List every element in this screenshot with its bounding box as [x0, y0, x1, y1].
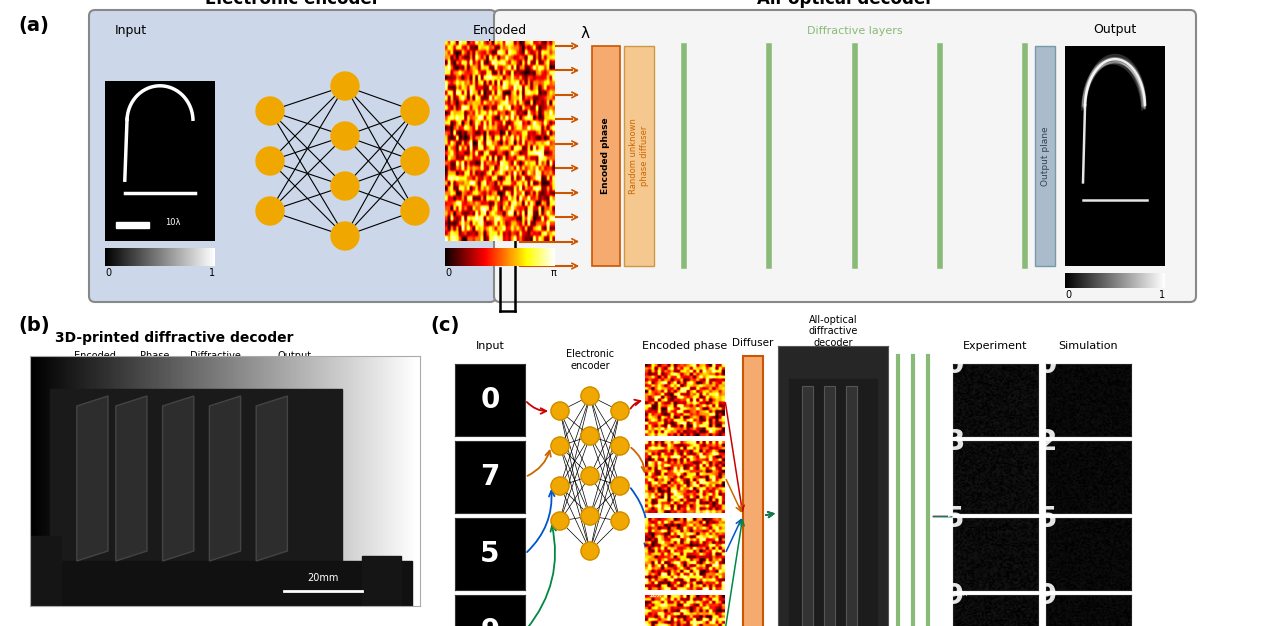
Bar — [50, 389, 342, 568]
Text: 0: 0 — [480, 386, 499, 414]
Text: Electronic
encoder: Electronic encoder — [566, 349, 614, 371]
Text: Output plane: Output plane — [1041, 126, 1050, 186]
Circle shape — [611, 437, 628, 455]
Circle shape — [401, 197, 429, 225]
Circle shape — [332, 172, 358, 200]
Circle shape — [611, 402, 628, 420]
Text: 5: 5 — [945, 505, 964, 533]
Circle shape — [581, 427, 599, 445]
Polygon shape — [163, 396, 193, 561]
Bar — [1036, 46, 1055, 266]
Text: 20mm: 20mm — [307, 573, 338, 583]
Text: 3: 3 — [945, 428, 964, 456]
Circle shape — [256, 197, 284, 225]
FancyBboxPatch shape — [90, 10, 497, 302]
Bar — [803, 386, 813, 626]
Text: 1: 1 — [209, 268, 215, 278]
Circle shape — [550, 402, 570, 420]
Bar — [591, 46, 620, 266]
Text: All-optical decoder: All-optical decoder — [756, 0, 933, 8]
Bar — [742, 356, 763, 626]
Bar — [846, 386, 858, 626]
Circle shape — [332, 222, 358, 250]
Text: 0: 0 — [105, 268, 111, 278]
Text: 10λ: 10λ — [165, 218, 180, 227]
Text: 9: 9 — [480, 617, 499, 626]
Bar — [361, 556, 401, 606]
Bar — [625, 46, 654, 266]
Circle shape — [550, 437, 570, 455]
Bar — [116, 222, 148, 228]
Text: Phase
diffuser: Phase diffuser — [137, 351, 174, 372]
Circle shape — [550, 512, 570, 530]
Text: 1: 1 — [1158, 290, 1165, 300]
Circle shape — [550, 477, 570, 495]
Text: 9: 9 — [1038, 582, 1057, 610]
Bar — [29, 536, 61, 606]
Text: Input: Input — [115, 24, 147, 37]
Text: Input: Input — [476, 341, 504, 351]
Text: Simulation: Simulation — [1059, 341, 1119, 351]
Bar — [788, 379, 877, 626]
Text: 0: 0 — [1065, 290, 1071, 300]
Circle shape — [256, 97, 284, 125]
Text: Uniform plane wave: Uniform plane wave — [532, 107, 541, 205]
Text: Encoded
phone
pattern: Encoded phone pattern — [74, 351, 116, 384]
Circle shape — [256, 147, 284, 175]
Circle shape — [581, 467, 599, 485]
Text: Encoded phase: Encoded phase — [602, 118, 611, 194]
Text: π: π — [552, 268, 557, 278]
Text: 0: 0 — [1038, 351, 1057, 379]
Text: (c): (c) — [430, 316, 460, 335]
Text: Electronic encoder: Electronic encoder — [205, 0, 380, 8]
Text: 0: 0 — [945, 351, 964, 379]
Text: 5: 5 — [1038, 505, 1057, 533]
Text: Random unknown
phase diffuser: Random unknown phase diffuser — [630, 118, 649, 194]
FancyBboxPatch shape — [494, 10, 1196, 302]
Polygon shape — [256, 396, 288, 561]
Polygon shape — [115, 396, 147, 561]
Text: 3D-printed diffractive decoder: 3D-printed diffractive decoder — [55, 331, 293, 345]
Text: Encoded
phase: Encoded phase — [472, 24, 527, 52]
Text: 10λ: 10λ — [648, 592, 660, 598]
Text: 10λ: 10λ — [955, 591, 968, 597]
Circle shape — [611, 477, 628, 495]
Circle shape — [401, 147, 429, 175]
Text: Diffuser: Diffuser — [732, 338, 773, 348]
Text: Experiment: Experiment — [964, 341, 1028, 351]
Polygon shape — [210, 396, 241, 561]
Polygon shape — [77, 396, 108, 561]
Text: 9: 9 — [945, 582, 964, 610]
Text: 0: 0 — [445, 268, 451, 278]
Text: Encoded phase: Encoded phase — [643, 341, 727, 351]
Text: 7: 7 — [480, 463, 499, 491]
Circle shape — [611, 512, 628, 530]
Text: (b): (b) — [18, 316, 50, 335]
Text: 2: 2 — [1038, 428, 1057, 456]
Text: λ: λ — [581, 26, 590, 41]
Bar — [29, 561, 412, 606]
Text: Output
plane: Output plane — [278, 351, 312, 372]
Circle shape — [581, 387, 599, 405]
Text: Diffractive layers: Diffractive layers — [806, 26, 902, 36]
Circle shape — [332, 122, 358, 150]
Circle shape — [581, 542, 599, 560]
Text: Diffractive
layers: Diffractive layers — [189, 351, 241, 372]
Text: Output: Output — [1093, 23, 1137, 36]
Text: All-optical
diffractive
decoder: All-optical diffractive decoder — [808, 315, 858, 348]
Bar — [824, 386, 836, 626]
Circle shape — [581, 507, 599, 525]
Text: (a): (a) — [18, 16, 49, 35]
Circle shape — [332, 72, 358, 100]
Text: 5: 5 — [480, 540, 499, 568]
Circle shape — [401, 97, 429, 125]
